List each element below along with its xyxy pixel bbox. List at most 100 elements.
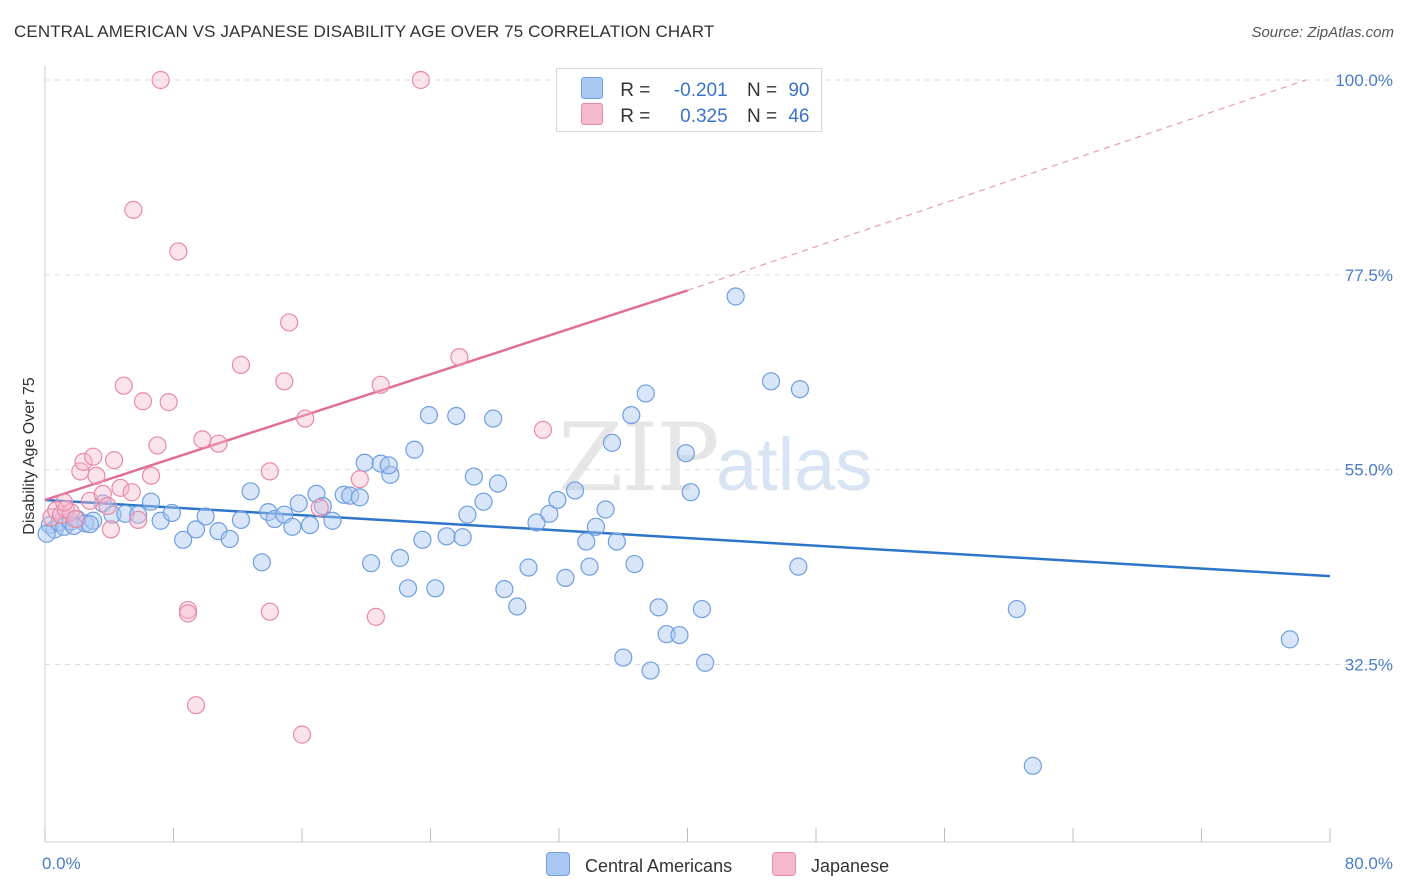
point-central-american xyxy=(726,287,745,306)
point-central-american xyxy=(692,599,712,619)
point-japanese xyxy=(151,70,170,90)
point-central-american xyxy=(519,558,538,577)
legend-r-value-pink: 0.325 xyxy=(680,106,728,127)
point-japanese xyxy=(122,483,141,502)
point-central-american xyxy=(761,372,781,391)
point-central-american xyxy=(241,482,260,501)
point-japanese xyxy=(260,602,279,621)
watermark-atlas: atlas xyxy=(716,423,872,506)
y-tick-label: 100.0% xyxy=(1335,71,1393,90)
point-central-american xyxy=(196,507,215,526)
point-central-american xyxy=(129,505,148,524)
point-central-american xyxy=(636,384,655,403)
grid-lines xyxy=(45,79,1395,665)
y-tick-label: 55.0% xyxy=(1345,461,1393,480)
point-central-american xyxy=(141,492,161,511)
point-central-american xyxy=(350,488,369,507)
point-central-american xyxy=(565,481,585,500)
point-central-american xyxy=(300,515,320,535)
point-central-american xyxy=(641,661,660,680)
bottom-legend-blue: Central Americans xyxy=(546,852,732,877)
point-japanese xyxy=(159,393,178,412)
bottom-legend-swatch-blue xyxy=(546,852,570,876)
point-japanese xyxy=(186,696,206,715)
point-central-american xyxy=(323,511,342,530)
axes xyxy=(44,66,1331,843)
point-japanese xyxy=(93,484,112,504)
point-central-american xyxy=(1280,630,1299,649)
point-japanese xyxy=(296,409,315,428)
point-central-american xyxy=(458,505,477,524)
point-central-american xyxy=(577,532,596,551)
point-japanese xyxy=(275,372,294,391)
chart-source: Source: ZipAtlas.com xyxy=(1251,24,1394,41)
point-central-american xyxy=(495,580,514,599)
point-japanese xyxy=(104,451,124,470)
trend-line-japanese-extension xyxy=(687,79,1307,291)
point-central-american xyxy=(405,440,424,459)
series-japanese xyxy=(42,70,553,744)
point-central-american xyxy=(625,554,644,574)
point-central-american xyxy=(186,520,206,539)
legend-r-value-blue: -0.201 xyxy=(673,80,728,101)
point-central-american xyxy=(37,524,56,543)
point-central-american xyxy=(174,530,193,549)
series-central-americans xyxy=(37,287,1299,775)
point-japanese xyxy=(280,313,299,332)
point-japanese xyxy=(111,478,130,497)
point-central-american xyxy=(398,579,418,598)
trend-lines xyxy=(44,79,1331,578)
point-central-american xyxy=(670,625,689,645)
point-central-american xyxy=(548,490,567,510)
point-central-american xyxy=(789,557,808,576)
point-central-american xyxy=(607,532,626,551)
point-japanese xyxy=(129,510,148,529)
stats-legend: R = -0.201 N = 90 R = 0.325 N = 46 xyxy=(556,68,822,132)
point-central-american xyxy=(379,456,398,475)
point-japanese xyxy=(84,447,103,466)
chart-title: CENTRAL AMERICAN VS JAPANESE DISABILITY … xyxy=(14,22,715,41)
point-central-american xyxy=(540,504,559,523)
legend-r-label: R = xyxy=(620,80,651,101)
point-central-american xyxy=(252,553,271,572)
point-japanese xyxy=(98,496,117,516)
y-axis-label: Disability Age Over 75 xyxy=(21,377,38,535)
point-central-american xyxy=(657,625,676,644)
point-central-american xyxy=(681,483,700,502)
point-central-american xyxy=(676,444,695,463)
point-japanese xyxy=(260,462,279,481)
point-central-american xyxy=(649,598,668,617)
bottom-legend-swatch-pink xyxy=(772,852,796,876)
point-central-american xyxy=(355,453,374,472)
point-central-american xyxy=(464,467,483,486)
point-central-american xyxy=(527,513,546,532)
point-central-american xyxy=(790,380,810,399)
point-central-american xyxy=(283,517,302,536)
y-tick-label: 77.5% xyxy=(1345,266,1393,285)
point-central-american xyxy=(437,527,456,546)
legend-swatch-pink xyxy=(581,103,603,125)
point-central-american xyxy=(419,406,438,425)
point-central-american xyxy=(484,409,503,428)
point-japanese xyxy=(124,200,143,219)
point-japanese xyxy=(148,436,167,455)
point-central-american xyxy=(220,529,239,549)
point-central-american xyxy=(474,492,493,511)
point-japanese xyxy=(231,355,251,374)
point-japanese xyxy=(169,242,188,261)
point-japanese xyxy=(178,604,198,623)
point-japanese xyxy=(411,70,430,90)
point-central-american xyxy=(453,528,472,547)
x-tick-label-min: 0.0% xyxy=(42,854,81,873)
point-japanese xyxy=(87,466,106,485)
point-central-american xyxy=(488,474,508,493)
point-central-american xyxy=(231,510,251,529)
point-central-american xyxy=(580,557,599,576)
point-japanese xyxy=(371,375,390,394)
point-central-american xyxy=(84,511,103,530)
point-central-american xyxy=(596,500,615,519)
tick-labels: 32.5% 55.0% 77.5% 100.0% 0.0% 80.0% xyxy=(42,71,1393,873)
legend-n-value-blue: 90 xyxy=(788,80,810,101)
bottom-legend-label-pink: Japanese xyxy=(811,856,890,876)
legend-n-label: N = xyxy=(746,80,778,101)
